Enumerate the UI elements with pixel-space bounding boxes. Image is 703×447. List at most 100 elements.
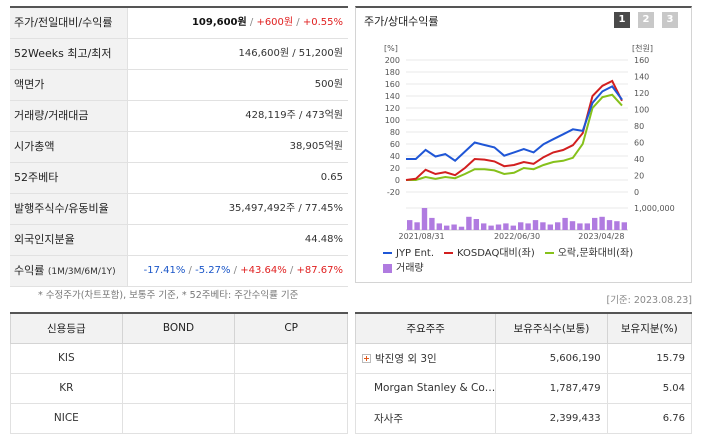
holder-shares: 2,399,433 xyxy=(495,402,608,434)
price-chart-panel: -20 0 20 40 60 80 100 120 140 160 180 200 0 20 40 60 80 1… xyxy=(355,6,692,283)
major-shareholders-table: 주요주주 보유주식수(보통) 보유지분(%) 박진영 외 3인 5,606,19… xyxy=(354,312,693,434)
legend-label: JYP Ent. xyxy=(396,248,435,259)
rating-agency: KR xyxy=(10,372,123,404)
left-axis-unit: [%] xyxy=(384,44,398,53)
volume-bar xyxy=(547,224,553,230)
series-line xyxy=(406,93,623,181)
volume-bar xyxy=(584,223,590,230)
chart-title: 주가/상대수익률 xyxy=(364,15,439,28)
volume-bar xyxy=(481,223,487,230)
volume-bar xyxy=(525,223,531,230)
right-tick-label: 40 xyxy=(634,155,644,164)
left-tick-label: 100 xyxy=(385,116,400,125)
summary-label: 시가총액 xyxy=(10,132,128,162)
legend-label: 오락,문화대비(좌) xyxy=(557,248,634,259)
volume-bar xyxy=(451,224,457,230)
left-tick-label: 20 xyxy=(390,164,400,173)
volume-bar xyxy=(532,220,539,230)
table-row: KIS xyxy=(10,342,348,374)
table-header-row: 주요주주 보유주식수(보통) 보유지분(%) xyxy=(354,312,693,344)
table-row: KR xyxy=(10,372,348,404)
cp-rating xyxy=(234,342,348,374)
returns-period-label: (1M/3M/6M/1Y) xyxy=(47,267,116,277)
volume-bar xyxy=(518,222,524,230)
returns-label: 수익률 xyxy=(14,264,45,277)
bond-rating xyxy=(121,402,236,434)
table-row: 박진영 외 3인 5,606,190 15.79 xyxy=(354,342,693,374)
period-button-3[interactable]: 3 xyxy=(662,12,678,28)
return-1y: +87.67% xyxy=(296,265,343,276)
summary-value: 44.48% xyxy=(304,234,343,245)
holder-name-cell[interactable]: 박진영 외 3인 xyxy=(354,342,497,374)
volume-bar xyxy=(569,221,576,230)
holder-shares: 5,606,190 xyxy=(495,342,608,374)
holder-percent: 5.04 xyxy=(606,372,693,404)
return-1m: -17.41% xyxy=(143,265,186,276)
volume-bar xyxy=(510,225,516,230)
table-row: Morgan Stanley & Co… 1,787,479 5.04 xyxy=(354,372,693,404)
summary-label: 주가/전일대비/수익률 xyxy=(10,8,128,38)
summary-row-beta: 52주베타 0.65 xyxy=(10,163,348,194)
summary-label: 52주베타 xyxy=(10,163,128,193)
column-header: 보유지분(%) xyxy=(606,312,693,344)
volume-bar xyxy=(466,216,472,230)
rating-agency: NICE xyxy=(10,402,123,434)
current-price: 109,600원 xyxy=(191,17,247,28)
left-tick-label: 200 xyxy=(385,56,400,65)
left-tick-label: 180 xyxy=(385,68,400,77)
expand-plus-icon[interactable] xyxy=(362,354,371,363)
summary-row-shares: 발행주식수/유동비율 35,497,492주 / 77.45% xyxy=(10,194,348,225)
cp-rating xyxy=(234,402,348,434)
left-tick-label: 140 xyxy=(385,92,400,101)
volume-tick-label: 1,000,000 xyxy=(634,204,675,213)
legend-item[interactable]: 오락,문화대비(좌) xyxy=(544,246,634,261)
summary-label: 수익률 (1M/3M/6M/1Y) xyxy=(10,256,128,286)
legend-swatch xyxy=(444,252,454,254)
volume-bar xyxy=(495,224,502,230)
column-header: 신용등급 xyxy=(10,312,123,344)
table-header-row: 신용등급 BOND CP xyxy=(10,312,348,344)
legend-item[interactable]: KOSDAQ대비(좌) xyxy=(444,246,535,261)
period-button-2[interactable]: 2 xyxy=(638,12,654,28)
volume-bar xyxy=(599,216,605,230)
legend-swatch xyxy=(383,263,392,273)
return-3m: -5.27% xyxy=(195,265,231,276)
summary-value: 146,600원 / 51,200원 xyxy=(238,48,343,59)
summary-value: 35,497,492주 / 77.45% xyxy=(228,203,343,214)
column-header: BOND xyxy=(121,312,236,344)
right-tick-label: 120 xyxy=(634,89,649,98)
x-tick-label: 2021/08/31 xyxy=(398,232,444,241)
right-tick-label: 140 xyxy=(634,73,649,82)
return-6m: +43.64% xyxy=(240,265,287,276)
holder-name: 박진영 외 3인 xyxy=(375,352,437,365)
summary-row-returns: 수익률 (1M/3M/6M/1Y) -17.41% / -5.27% / +43… xyxy=(10,256,348,287)
volume-bar xyxy=(429,217,435,230)
column-header: 주요주주 xyxy=(354,312,497,344)
left-tick-label: 120 xyxy=(385,104,400,113)
separator: / xyxy=(286,265,297,276)
legend-item[interactable]: 거래량 xyxy=(383,261,424,276)
series-line xyxy=(406,85,623,162)
summary-value: -17.41% / -5.27% / +43.64% / +87.67% xyxy=(144,256,343,286)
volume-bar xyxy=(592,217,598,230)
left-tick-label: 80 xyxy=(390,128,400,137)
summary-value: 109,600원 / +600원 / +0.55% xyxy=(192,8,343,38)
legend-swatch xyxy=(383,252,392,254)
summary-label: 발행주식수/유동비율 xyxy=(10,194,128,224)
period-button-1[interactable]: 1 xyxy=(614,12,630,28)
summary-value: 38,905억원 xyxy=(289,141,343,152)
table-row: NICE xyxy=(10,402,348,434)
volume-bar xyxy=(444,225,450,230)
summary-value: 428,119주 / 473억원 xyxy=(245,110,343,121)
separator: / xyxy=(230,265,241,276)
summary-row-par-value: 액면가 500원 xyxy=(10,70,348,101)
volume-bar xyxy=(562,217,568,230)
legend-item[interactable]: JYP Ent. xyxy=(383,246,434,261)
volume-bar xyxy=(414,222,420,230)
summary-row-market-cap: 시가총액 38,905억원 xyxy=(10,132,348,163)
stock-summary-table: 주가/전일대비/수익률 109,600원 / +600원 / +0.55% 52… xyxy=(10,6,348,287)
summary-label: 거래량/거래대금 xyxy=(10,101,128,131)
right-tick-label: 60 xyxy=(634,139,644,148)
summary-value: 0.65 xyxy=(320,172,343,183)
bond-rating xyxy=(121,342,236,374)
